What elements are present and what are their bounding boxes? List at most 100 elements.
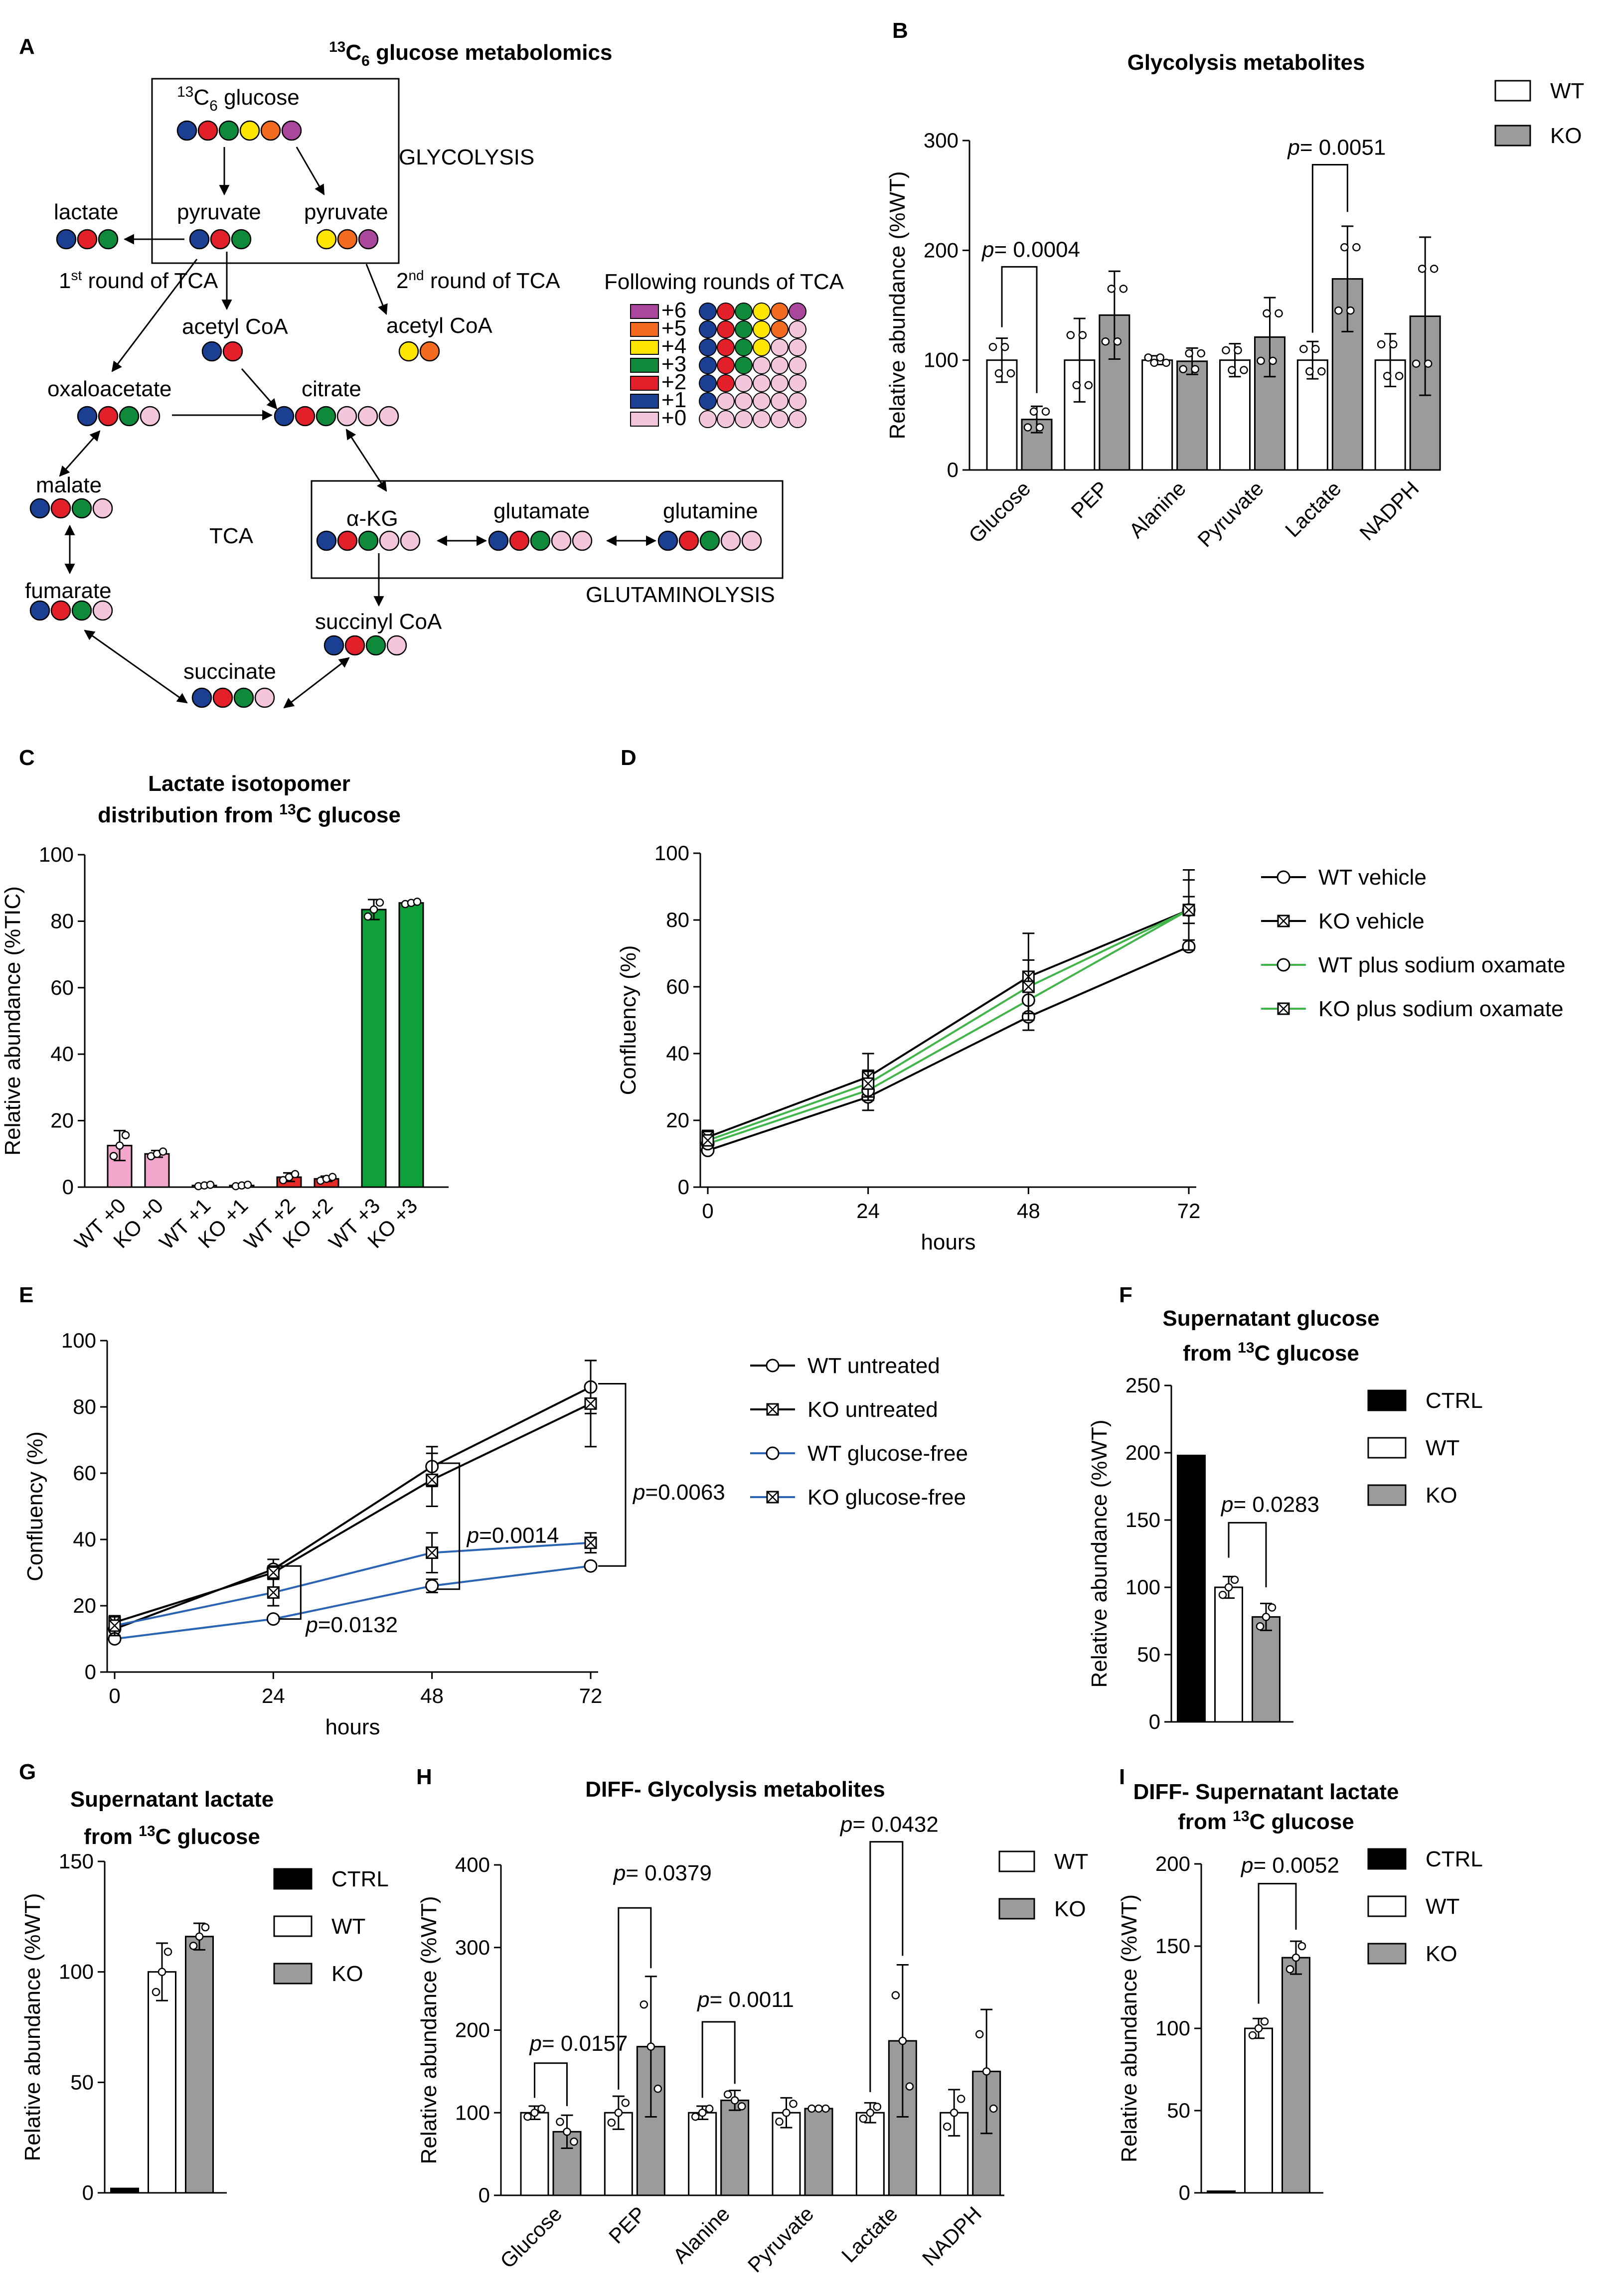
legend-swatch [998,1850,1035,1872]
carbon-atom [197,120,218,141]
chart-title: Glycolysis metabolites [1127,50,1365,75]
x-tick-label: Glucose [964,476,1035,547]
series-line [707,909,1189,1145]
isotopologue-swatch [630,394,659,409]
carbon-atom [210,229,231,250]
second-round-label: 2nd round of TCA [396,268,560,293]
carbon-atom [735,303,753,320]
bar-ko [1176,360,1208,471]
data-point [1023,423,1032,432]
data-marker-cross [585,1397,597,1410]
bar-ko [636,2046,665,2196]
significance-bracket [1311,163,1348,333]
carbon-atom [222,341,243,362]
data-point [905,2082,914,2091]
data-point [121,1131,130,1139]
data-marker-cross [267,1586,280,1599]
data-point [1072,381,1081,390]
carbon-atom [699,356,717,374]
data-point [109,1152,118,1160]
carbon-atom [717,303,735,320]
y-tick-label: 0 [678,1175,689,1199]
carbon-atom [71,498,92,519]
panel-label-f: F [1119,1283,1132,1307]
carbon-atom [386,635,407,656]
data-point [775,2117,784,2126]
carbon-atom [378,406,399,427]
following-rounds-table: +6+5+4+3+2+1+0 [630,298,806,430]
data-point [898,2036,907,2045]
data-point [1352,243,1361,252]
data-point [1256,1622,1265,1631]
p-value-label: p=0.0063 [632,1480,725,1505]
carbon-atom [741,530,762,551]
carbon-atom [56,229,77,250]
data-point [328,1173,337,1181]
y-axis-label: Confluency (%) [616,945,641,1095]
data-point [1197,349,1205,358]
y-tick-label: 200 [1155,1852,1190,1875]
glutaminolysis-box [311,480,784,579]
data-point [1389,340,1398,349]
legend-label: WT glucose-free [807,1441,968,1466]
x-axis-label: hours [921,1230,975,1254]
carbon-atom [771,410,789,428]
carbon-atom [717,320,735,338]
data-point [1041,407,1050,416]
glucose-label: 13C6 glucose [177,84,300,114]
y-tick-label: 20 [666,1108,689,1132]
y-tick-label: 100 [455,2101,490,2124]
y-tick-label: 0 [85,1660,96,1684]
y-tick-label: 40 [666,1042,689,1065]
carbon-atom [753,303,771,320]
y-axis-label: Relative abundance (%WT) [417,1896,441,2164]
carbon-atom [753,320,771,338]
data-point [782,2109,791,2117]
glutamine-label: glutamine [663,499,758,523]
x-tick-label: 24 [856,1199,880,1223]
pyruvate-label-1: pyruvate [177,200,261,224]
significance-bracket [598,1382,627,1567]
isotopologue-swatch [630,304,659,319]
data-point [159,1147,167,1156]
y-tick-label: 0 [82,2181,94,2204]
significance-bracket [278,1565,302,1620]
y-axis-label: Relative abundance (%TIC) [0,886,25,1155]
akg-label: α-KG [346,506,398,531]
carbon-atom [789,410,806,428]
carbon-atom [699,392,717,410]
carbon-atom [254,687,275,708]
carbon-atom [720,530,741,551]
p-value-label: p= 0.0157 [529,2031,628,2056]
bar-wt [1141,359,1173,471]
data-point [189,1942,198,1950]
glucose-molecule [176,120,302,141]
carbon-atom [231,229,252,250]
data-point [537,2105,546,2113]
data-point [994,369,1003,378]
data-point [158,1968,166,1976]
x-tick-label: Pyruvate [743,2202,818,2277]
panel-b-glycolysis-metabolites: B Glycolysis metabolites 0 100 200 300 Relat… [885,18,1584,552]
legend-swatch [1367,1484,1407,1506]
chart-title-line1: Supernatant lactate [70,1787,274,1812]
y-tick-label: 300 [924,129,959,152]
y-tick-label: 100 [1155,2016,1190,2040]
legend-swatch [1494,80,1531,102]
x-tick-label: 48 [420,1684,444,1707]
carbon-atom [488,530,509,551]
data-point [556,2118,564,2126]
citrate-molecule [274,406,399,427]
data-marker-cross [426,1474,438,1486]
malate-molecule [29,498,113,519]
arrow [283,657,350,709]
y-axis-label: Relative abundance (%WT) [1117,1894,1141,2162]
data-point [152,1988,160,1996]
legend-label: WT untreated [807,1354,940,1378]
bar-ko [804,2108,833,2196]
bar [1244,2027,1273,2194]
legend-label: KO [331,1962,363,1986]
legend-marker [766,1446,780,1460]
data-point [375,898,384,907]
carbon-atom [771,320,789,338]
